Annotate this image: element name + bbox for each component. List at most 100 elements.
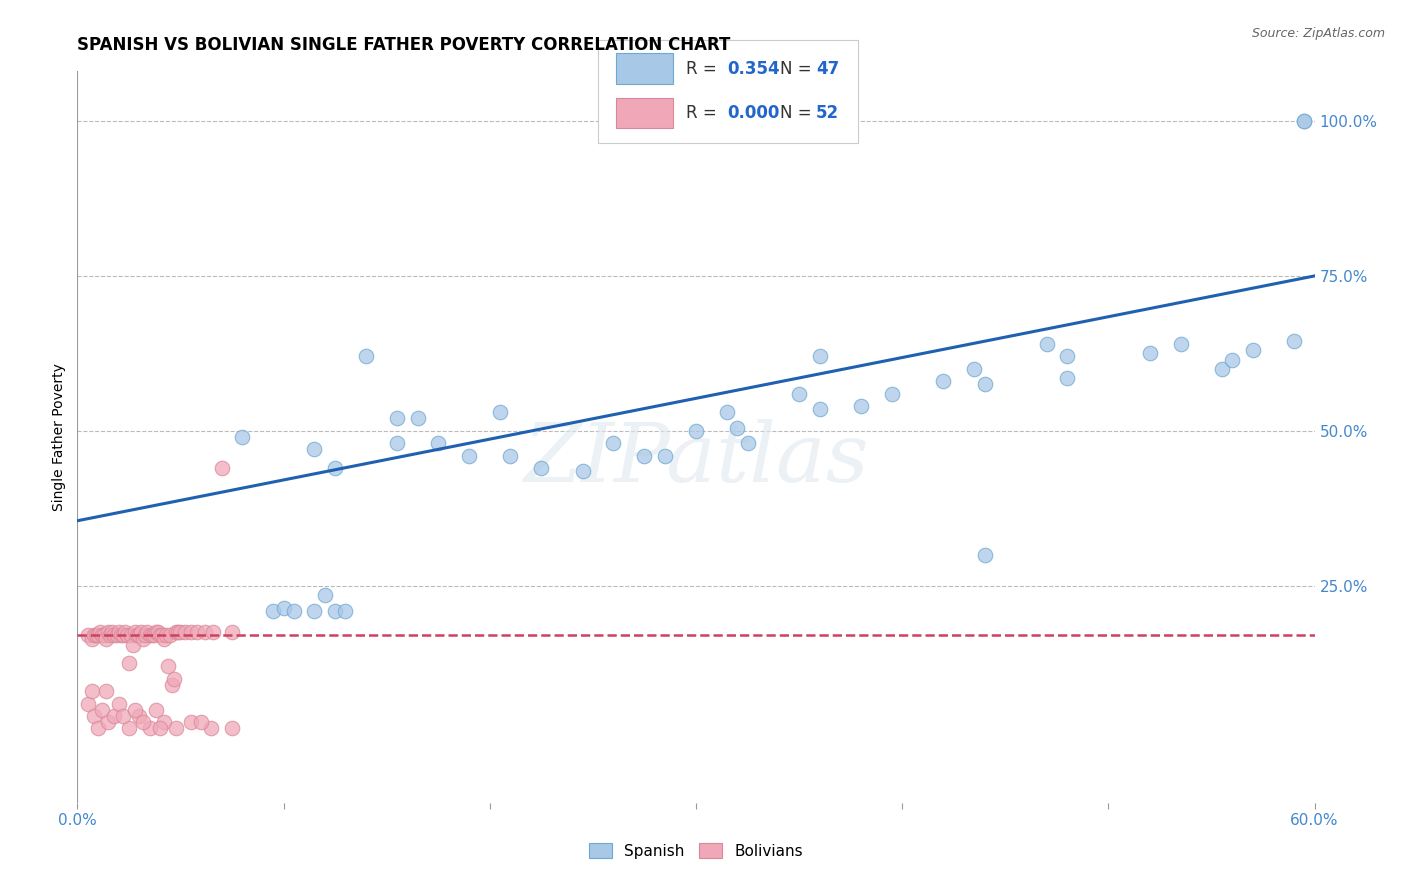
Point [385, 411, 408, 425]
Point [118, 657, 141, 671]
Point [1139, 346, 1161, 360]
Point [323, 604, 346, 618]
Point [165, 625, 187, 640]
Text: ZIPatlas: ZIPatlas [523, 419, 869, 499]
Point [725, 421, 748, 435]
Point [180, 625, 202, 640]
Point [427, 436, 450, 450]
Point [110, 628, 132, 642]
Point [129, 625, 152, 640]
Text: 52: 52 [815, 104, 839, 122]
Point [132, 715, 155, 730]
Point [314, 588, 336, 602]
Text: SPANISH VS BOLIVIAN SINGLE FATHER POVERTY CORRELATION CHART: SPANISH VS BOLIVIAN SINGLE FATHER POVERT… [77, 36, 731, 54]
Point [808, 350, 831, 364]
Text: R =: R = [686, 60, 723, 78]
Point [1056, 371, 1078, 385]
Point [107, 625, 129, 640]
Point [385, 436, 408, 450]
Point [633, 449, 655, 463]
Point [1035, 337, 1057, 351]
Point [138, 722, 160, 736]
Point [932, 374, 955, 388]
Point [91, 628, 114, 642]
Point [1211, 362, 1233, 376]
Point [190, 715, 212, 730]
Point [489, 405, 512, 419]
Point [880, 386, 903, 401]
Point [335, 604, 357, 618]
Text: N =: N = [779, 104, 817, 122]
Point [304, 442, 326, 457]
Point [153, 715, 176, 730]
Point [83, 628, 105, 642]
Point [96, 632, 118, 646]
Text: Source: ZipAtlas.com: Source: ZipAtlas.com [1251, 27, 1385, 40]
Point [685, 424, 707, 438]
Point [159, 628, 181, 642]
Point [80, 684, 103, 698]
Point [150, 628, 173, 642]
Point [142, 628, 165, 642]
Point [1282, 334, 1305, 348]
Point [91, 703, 114, 717]
Point [186, 625, 208, 640]
Point [1294, 114, 1316, 128]
Point [155, 628, 177, 642]
Point [165, 722, 187, 736]
Point [128, 709, 150, 723]
Point [200, 722, 222, 736]
Point [180, 715, 202, 730]
Point [1220, 352, 1243, 367]
Point [146, 625, 169, 640]
Bar [616, 97, 673, 128]
Point [221, 722, 243, 736]
Point [132, 632, 155, 646]
Point [84, 628, 107, 642]
Point [124, 625, 146, 640]
Point [737, 436, 759, 450]
Point [114, 625, 136, 640]
Point [1170, 337, 1192, 351]
Point [76, 628, 98, 642]
Point [194, 625, 217, 640]
Point [124, 703, 146, 717]
Point [134, 628, 156, 642]
Point [808, 402, 831, 417]
Point [101, 625, 124, 640]
Point [145, 625, 167, 640]
Point [149, 628, 172, 642]
Point [149, 722, 172, 736]
Point [323, 461, 346, 475]
Text: R =: R = [686, 104, 723, 122]
Point [406, 411, 429, 425]
Point [128, 628, 150, 642]
Point [262, 604, 284, 618]
Point [973, 377, 995, 392]
Point [1056, 350, 1078, 364]
Point [169, 625, 191, 640]
Point [1241, 343, 1264, 358]
Point [141, 628, 163, 642]
Point [105, 628, 128, 642]
Point [115, 628, 138, 642]
Point [98, 628, 121, 642]
Point [163, 672, 186, 686]
Point [173, 625, 195, 640]
Point [136, 625, 159, 640]
Text: N =: N = [779, 60, 817, 78]
Point [87, 628, 110, 642]
Point [571, 464, 593, 478]
Point [111, 709, 134, 723]
Point [83, 709, 105, 723]
Point [1294, 114, 1316, 128]
Point [118, 722, 141, 736]
Point [499, 449, 522, 463]
Point [849, 399, 872, 413]
Point [354, 350, 377, 364]
Point [103, 709, 125, 723]
Point [93, 628, 115, 642]
Point [283, 604, 305, 618]
Point [103, 628, 125, 642]
Point [211, 461, 233, 475]
